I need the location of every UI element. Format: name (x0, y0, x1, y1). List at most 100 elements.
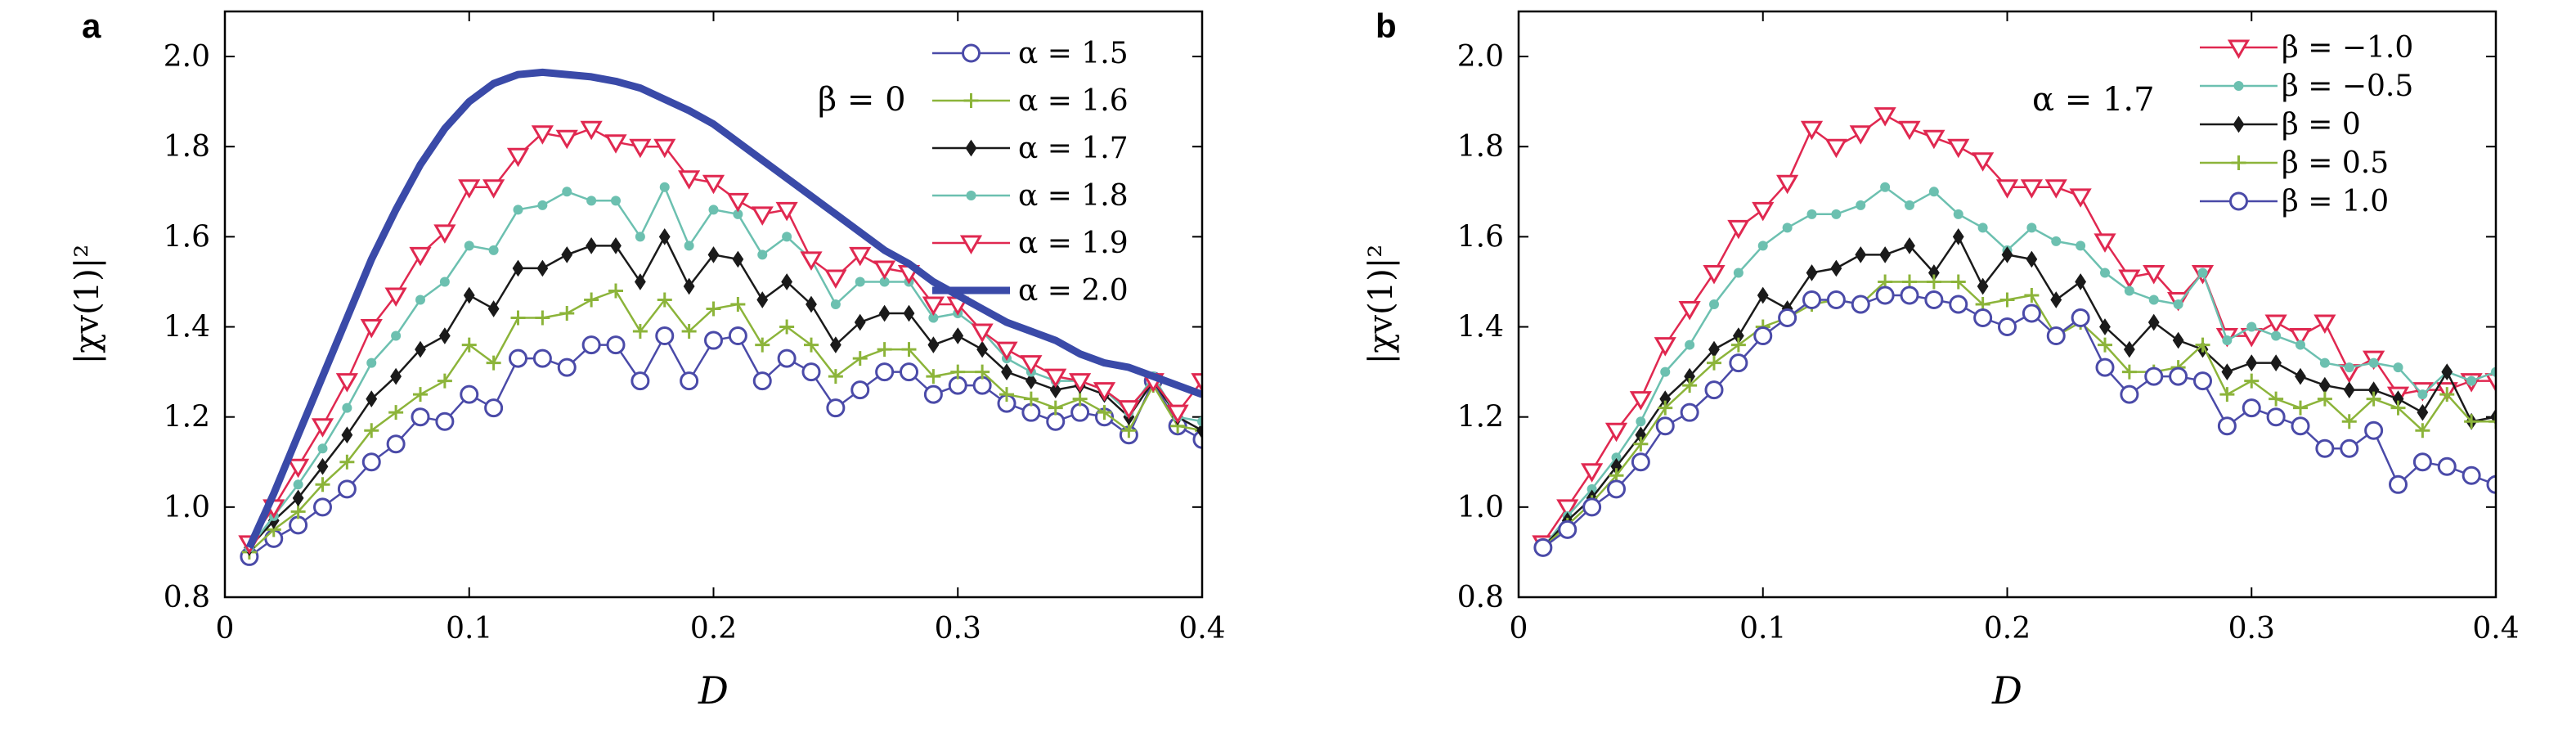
data-point (487, 300, 500, 317)
data-point (681, 324, 697, 340)
data-point (366, 390, 378, 408)
data-point (952, 327, 964, 344)
data-point (755, 337, 770, 353)
data-point (604, 134, 627, 154)
data-point (390, 367, 402, 385)
data-point (2044, 179, 2067, 199)
data-point (610, 237, 622, 254)
data-point (2217, 416, 2237, 436)
data-point (2341, 414, 2357, 429)
data-point (1880, 182, 1891, 192)
data-point (875, 362, 895, 382)
data-point (580, 120, 603, 141)
data-point (2071, 308, 2090, 328)
y-tick-label: 1.4 (1457, 311, 1504, 344)
data-point (926, 369, 941, 384)
data-point (608, 283, 623, 299)
data-point (2051, 236, 2062, 246)
series-line (1542, 294, 2496, 549)
panel-letter: a (82, 7, 101, 45)
data-point (777, 349, 797, 368)
data-point (2172, 331, 2184, 349)
data-point (1973, 308, 1993, 328)
data-point (335, 373, 358, 393)
data-point (1923, 129, 1945, 150)
data-point (2221, 363, 2233, 380)
y-tick-label: 2.0 (1457, 40, 1504, 74)
data-point (317, 443, 328, 454)
data-point (900, 362, 918, 382)
data-point (2001, 246, 2013, 263)
data-point (2315, 438, 2335, 458)
data-point (927, 336, 940, 353)
data-point (463, 286, 475, 304)
data-point (409, 246, 432, 267)
legend-label: α = 1.6 (1018, 84, 1129, 118)
data-point (536, 259, 549, 277)
data-point (751, 206, 774, 226)
data-point (1851, 295, 1870, 314)
data-point (1021, 402, 1041, 422)
legend-item: α = 1.5 (932, 37, 1129, 70)
data-point (360, 319, 383, 339)
data-point (606, 335, 626, 355)
data-point (1949, 295, 1968, 314)
data-point (2244, 373, 2260, 389)
data-point (999, 387, 1014, 402)
data-point (1729, 353, 1748, 373)
data-point (435, 411, 455, 431)
data-point (1947, 138, 1970, 159)
data-point (1533, 537, 1553, 557)
legend-marker (2229, 191, 2248, 211)
data-point (384, 287, 407, 307)
data-point (1069, 373, 1092, 393)
data-point (1044, 368, 1067, 389)
data-point (2390, 400, 2406, 416)
legend-item: β = −0.5 (2200, 70, 2413, 103)
data-point (366, 358, 377, 368)
legend: α = 1.5 α = 1.6 α = 1.7 α = 1.8 α = 1.9 α = 2… (932, 37, 1129, 308)
data-point (922, 296, 945, 316)
data-point (782, 232, 792, 242)
data-point (2486, 474, 2496, 494)
data-point (342, 402, 352, 413)
data-point (464, 241, 474, 251)
legend: β = −1.0 β = −0.5 β = 0 β = 0.5 β = 1.0 (2200, 31, 2413, 218)
data-point (2289, 328, 2312, 348)
series-line (248, 234, 1202, 549)
series-1 (1537, 182, 2496, 553)
data-point (2020, 179, 2043, 199)
data-point (2319, 358, 2330, 368)
data-point (1733, 268, 1744, 278)
data-point (586, 196, 597, 206)
data-point (1730, 337, 1746, 353)
data-point (2415, 423, 2430, 438)
data-point (1191, 373, 1202, 393)
y-tick-label: 0.8 (1457, 581, 1504, 614)
data-point (1020, 355, 1043, 375)
legend-marker (963, 93, 979, 108)
data-point (2046, 326, 2066, 346)
data-point (2488, 414, 2496, 429)
data-point (460, 384, 479, 404)
data-point (1046, 411, 1066, 431)
data-point (415, 295, 425, 305)
plot-area (1532, 107, 2496, 557)
data-point (364, 423, 379, 438)
legend-label: β = 0 (2282, 108, 2361, 142)
x-tick-label: 0.2 (690, 612, 737, 645)
data-point (2022, 304, 2041, 323)
data-point (1633, 436, 1649, 452)
data-point (438, 327, 451, 344)
data-point (1898, 120, 1921, 141)
data-point (437, 373, 452, 389)
data-point (611, 196, 621, 206)
data-point (653, 138, 676, 159)
data-point (852, 351, 868, 366)
data-point (2264, 314, 2287, 335)
data-point (976, 340, 989, 358)
data-point (512, 259, 524, 277)
data-point (854, 313, 866, 331)
data-point (972, 375, 992, 395)
data-point (826, 398, 846, 418)
